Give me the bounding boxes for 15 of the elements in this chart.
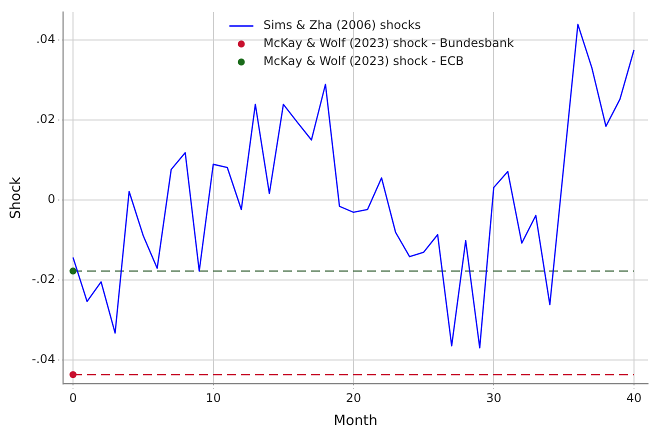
x-tick-label: 10: [206, 391, 221, 406]
x-tick-label: 40: [626, 391, 642, 406]
legend-label: Sims & Zha (2006) shocks: [263, 18, 421, 32]
y-tick-label: .02: [36, 112, 56, 126]
x-axis-title: Month: [334, 413, 378, 430]
y-tick-label: 0: [48, 192, 56, 206]
y-tick-label: -.02: [32, 272, 56, 286]
x-tick-label: 20: [346, 391, 362, 406]
x-tick-label: 30: [486, 391, 502, 406]
x-tick-label: 0: [69, 391, 77, 406]
legend-label: McKay & Wolf (2023) shock - ECB: [263, 54, 464, 68]
legend-label: McKay & Wolf (2023) shock - Bundesbank: [263, 36, 514, 50]
y-axis-title: Shock: [8, 176, 24, 219]
y-tick-label: .04: [36, 32, 56, 46]
y-tick-label: -.04: [32, 352, 56, 366]
